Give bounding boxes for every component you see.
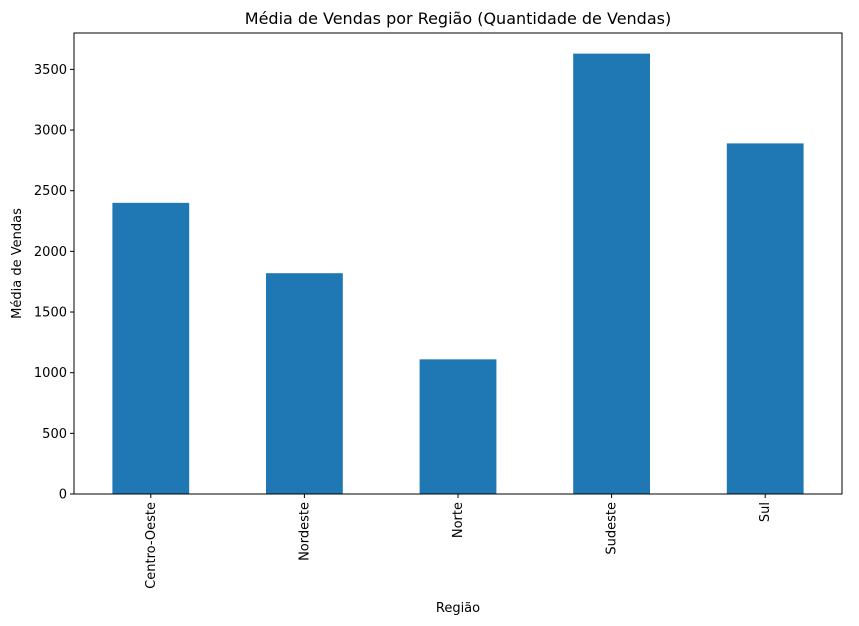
y-tick-label: 3000 <box>34 124 67 139</box>
x-axis-ticks: Centro-Oeste Nordeste Norte Sudeste Sul <box>144 494 773 589</box>
x-tick-label: Sudeste <box>605 502 620 555</box>
y-tick-label: 1500 <box>34 306 67 321</box>
x-tick-label: Norte <box>451 502 466 538</box>
bar-sudeste <box>573 53 650 494</box>
plot-area: 0 500 1000 1500 2000 2500 3000 3500 Centro-Oest… <box>34 32 843 589</box>
x-tick-label: Centro-Oeste <box>144 502 159 589</box>
x-axis-label: Região <box>436 601 480 616</box>
y-tick-label: 2000 <box>34 245 67 260</box>
plot-frame <box>73 32 843 495</box>
x-tick-label: Nordeste <box>297 502 312 561</box>
y-axis-label: Média de Vendas <box>10 208 25 319</box>
y-tick-label: 500 <box>42 427 67 442</box>
bar-nordeste <box>266 273 343 494</box>
y-tick-label: 3500 <box>34 63 67 78</box>
y-tick-label: 2500 <box>34 184 67 199</box>
chart-title: Média de Vendas por Região (Quantidade d… <box>245 9 671 28</box>
bars-group <box>112 53 804 494</box>
y-tick-label: 0 <box>59 488 67 503</box>
bar-norte <box>419 359 497 494</box>
y-tick-label: 1000 <box>34 366 67 381</box>
bar-sul <box>726 143 804 494</box>
bar-centro-oeste <box>112 202 190 494</box>
x-tick-label: Sul <box>758 502 773 522</box>
y-axis-ticks: 0 500 1000 1500 2000 2500 3000 3500 <box>34 63 74 503</box>
